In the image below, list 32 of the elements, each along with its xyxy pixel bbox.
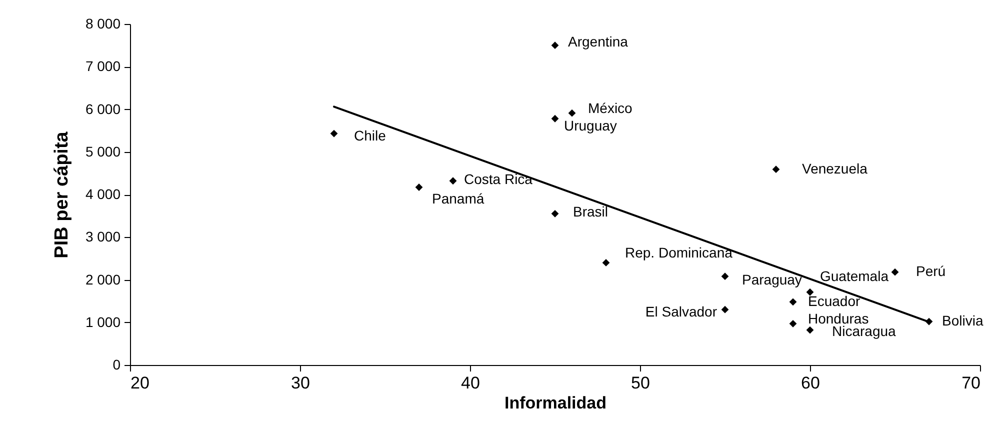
annotation: Perú: [916, 263, 946, 280]
annotation: México: [588, 100, 633, 116]
y-tick-label: 2 000: [85, 271, 121, 288]
y-tick-label: 4 000: [85, 186, 121, 202]
x-tick-label: 20: [130, 374, 150, 392]
x-tick-label: 40: [461, 374, 480, 392]
x-tick-label: 70: [962, 374, 980, 392]
y-tick-label: 1 000: [85, 314, 121, 330]
y-tick-label: 6 000: [85, 100, 121, 117]
annotation: Paraguay: [742, 271, 802, 288]
annotation: Brasil: [573, 204, 608, 220]
annotation: Argentina: [568, 33, 628, 50]
y-tick-label: 7 000: [85, 58, 121, 74]
annotation: Costa Rica: [464, 170, 533, 187]
annotation: Ecuador: [808, 292, 860, 309]
y-axis-title: PIB per cápita: [51, 131, 72, 258]
y-tick-label: 3 000: [85, 228, 121, 245]
annotation: Chile: [354, 128, 386, 144]
x-tick-label: 30: [291, 374, 310, 392]
annotation: Bolivia: [942, 312, 984, 329]
annotation: El Salvador: [645, 304, 718, 320]
y-tick-label: 8 000: [85, 16, 121, 32]
annotation: Rep. Dominicana: [625, 244, 733, 261]
y-tick-label: 5 000: [85, 143, 121, 160]
y-tick-label: 0: [112, 356, 121, 372]
annotation: Panamá: [432, 190, 484, 206]
annotation: Uruguay: [564, 118, 617, 134]
annotation: Venezuela: [802, 160, 868, 176]
x-axis-title: Informalidad: [504, 394, 607, 412]
annotation: Guatemala: [820, 268, 889, 284]
x-tick-label: 50: [631, 374, 650, 392]
x-tick-label: 60: [801, 374, 820, 392]
